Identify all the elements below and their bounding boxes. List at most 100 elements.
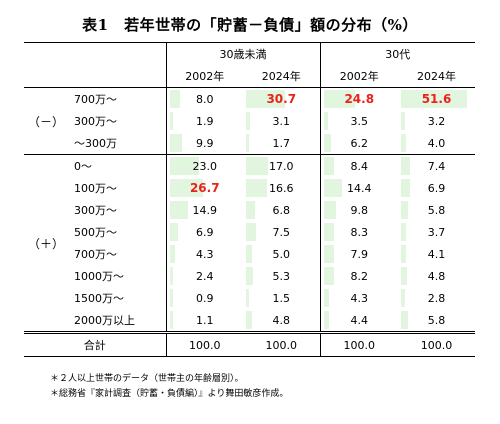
value-text: 6.8	[272, 203, 291, 217]
total-value: 100.0	[265, 338, 298, 352]
value-cell: 4.8	[398, 265, 475, 287]
value-text: 14.4	[347, 181, 372, 195]
value-cell: 6.8	[243, 199, 320, 221]
value-bar	[323, 267, 334, 285]
value-cell: 8.0	[165, 87, 243, 110]
value-bar	[246, 179, 268, 197]
value-text: 16.6	[269, 181, 294, 195]
row-category: 1000万～	[74, 270, 124, 283]
value-cell: 1.1	[165, 309, 243, 333]
value-text: 0.9	[196, 291, 214, 305]
table-row: 1000万～ 2.4 5.3 8.2 4.8	[24, 265, 475, 287]
value-bar	[401, 201, 409, 219]
table-row: 2000万以上 1.1 4.8 4.4 5.8	[24, 309, 475, 333]
value-text: 51.6	[421, 92, 452, 106]
row-category: 2000万以上	[74, 314, 135, 327]
header-year: 2002年	[319, 65, 398, 88]
value-text: 5.0	[272, 247, 291, 261]
value-text: 4.1	[427, 247, 446, 261]
value-text: 4.0	[427, 136, 446, 150]
value-cell: 5.3	[243, 265, 320, 287]
value-cell: 8.3	[319, 221, 398, 243]
table-row: 500万～ 6.9 7.5 8.3 3.7	[24, 221, 475, 243]
row-category: 500万～	[74, 226, 117, 239]
value-cell: 6.2	[319, 132, 398, 155]
value-bar	[246, 157, 268, 175]
value-text: 7.4	[427, 159, 446, 173]
value-cell: 17.0	[243, 155, 320, 178]
table-row: 1500万～ 0.9 1.5 4.3 2.8	[24, 287, 475, 309]
value-text: 4.4	[350, 313, 369, 327]
section-label: （＋）	[28, 237, 65, 251]
header-corner	[24, 42, 166, 88]
value-cell: 51.6	[398, 88, 475, 111]
value-cell: 4.1	[398, 243, 475, 265]
value-cell: 4.4	[319, 309, 398, 333]
header-year: 2024年	[261, 70, 301, 83]
value-text: 2.8	[427, 291, 446, 305]
value-text: 1.1	[196, 313, 214, 327]
value-bar	[323, 157, 335, 175]
value-bar	[246, 289, 249, 307]
table-row: 100万～ 26.7 16.6 14.4 6.9	[24, 177, 475, 199]
value-text: 6.2	[350, 136, 369, 150]
value-text: 3.7	[427, 225, 446, 239]
value-text: 4.3	[196, 247, 214, 261]
table-row: 700万～ 4.3 5.0 7.9 4.1	[24, 243, 475, 265]
value-text: 2.4	[196, 269, 214, 283]
value-bar	[323, 134, 332, 152]
value-bar	[169, 289, 173, 307]
value-bar	[246, 223, 256, 241]
value-cell: 8.4	[319, 154, 398, 177]
value-text: 3.2	[427, 114, 446, 128]
value-text: 3.5	[350, 114, 369, 128]
value-text: 4.8	[427, 269, 446, 283]
value-cell: 7.4	[398, 155, 475, 178]
value-cell: 3.2	[398, 110, 475, 132]
table-row: 700万～ （－） 8.0 30.7 24.8 51.6	[24, 87, 475, 129]
value-bar	[401, 179, 410, 197]
row-category: 700万～	[74, 248, 117, 261]
value-text: 8.4	[350, 159, 369, 173]
value-text: 30.7	[266, 92, 297, 106]
value-bar	[246, 90, 286, 108]
value-bar	[323, 90, 356, 108]
value-bar	[169, 90, 180, 108]
footnote: ＊２人以上世帯のデータ（世帯主の年齢層別）。	[50, 374, 244, 384]
section-label: （－）	[28, 115, 65, 129]
value-bar	[401, 90, 467, 108]
value-cell: 3.7	[398, 221, 475, 243]
value-text: 23.0	[192, 159, 218, 173]
value-text: 26.7	[189, 181, 220, 195]
value-text: 1.9	[196, 114, 214, 128]
row-category: 0～ （＋）	[28, 160, 92, 251]
value-bar	[169, 179, 204, 197]
value-cell: 3.5	[319, 110, 398, 132]
value-cell: 4.3	[165, 243, 243, 265]
value-cell: 0.9	[165, 287, 243, 309]
value-cell: 4.8	[243, 309, 320, 333]
header-group-under30: 30歳未満	[165, 42, 320, 65]
table-row: ～300万 9.9 1.7 6.2 4.0	[24, 132, 475, 155]
value-text: 1.7	[272, 136, 291, 150]
value-text: 5.8	[427, 313, 446, 327]
value-cell: 4.0	[398, 132, 475, 155]
value-text: 9.9	[196, 136, 214, 150]
value-bar	[169, 245, 175, 263]
value-bar	[246, 201, 255, 219]
value-cell: 5.0	[243, 243, 320, 265]
value-cell: 23.0	[165, 154, 243, 177]
value-cell: 24.8	[319, 87, 398, 110]
table-body: 700万～ （－） 8.0 30.7 24.8 51.6 300万～ 1.9 3.1 3.5 3.2…	[24, 87, 475, 333]
table-row: 300万～ 14.9 6.8 9.8 5.8	[24, 199, 475, 221]
value-text: 6.9	[427, 181, 446, 195]
value-bar	[169, 223, 179, 241]
value-bar	[401, 134, 407, 152]
value-cell: 4.3	[319, 287, 398, 309]
value-text: 8.0	[196, 92, 214, 106]
value-bar	[401, 289, 405, 307]
total-value: 100.0	[420, 338, 453, 352]
value-text: 1.5	[272, 291, 291, 305]
value-cell: 16.6	[243, 177, 320, 199]
value-text: 5.3	[272, 269, 291, 283]
